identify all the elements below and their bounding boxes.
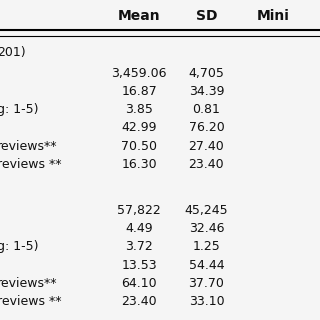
Text: 70.50: 70.50 — [121, 140, 157, 153]
Text: 3.72: 3.72 — [125, 240, 153, 253]
Text: 13.53: 13.53 — [121, 259, 157, 272]
Text: 32.46: 32.46 — [189, 222, 224, 235]
Text: 64.10: 64.10 — [121, 277, 157, 290]
Text: 23.40: 23.40 — [188, 158, 224, 171]
Text: 27.40: 27.40 — [188, 140, 224, 153]
Text: Mean: Mean — [118, 9, 161, 23]
Text: 33.10: 33.10 — [188, 295, 224, 308]
Text: 45,245: 45,245 — [185, 204, 228, 217]
Text: 3,459.06: 3,459.06 — [111, 67, 167, 80]
Text: reviews**: reviews** — [0, 140, 57, 153]
Text: reviews **: reviews ** — [0, 158, 61, 171]
Text: SD: SD — [196, 9, 217, 23]
Text: 0.81: 0.81 — [192, 103, 220, 116]
Text: 34.39: 34.39 — [189, 85, 224, 98]
Text: 201): 201) — [0, 46, 25, 59]
Text: 54.44: 54.44 — [188, 259, 224, 272]
Text: 57,822: 57,822 — [117, 204, 161, 217]
Text: 16.30: 16.30 — [121, 158, 157, 171]
Text: 3.85: 3.85 — [125, 103, 153, 116]
Text: Mini: Mini — [257, 9, 290, 23]
Text: 37.70: 37.70 — [188, 277, 224, 290]
Text: g: 1-5): g: 1-5) — [0, 240, 38, 253]
Text: 42.99: 42.99 — [122, 122, 157, 134]
Text: 23.40: 23.40 — [121, 295, 157, 308]
Text: 76.20: 76.20 — [188, 122, 224, 134]
Text: 1.25: 1.25 — [193, 240, 220, 253]
Text: 4,705: 4,705 — [188, 67, 224, 80]
Text: g: 1-5): g: 1-5) — [0, 103, 38, 116]
Text: reviews **: reviews ** — [0, 295, 61, 308]
Text: reviews**: reviews** — [0, 277, 57, 290]
Text: 4.49: 4.49 — [125, 222, 153, 235]
Text: 16.87: 16.87 — [121, 85, 157, 98]
